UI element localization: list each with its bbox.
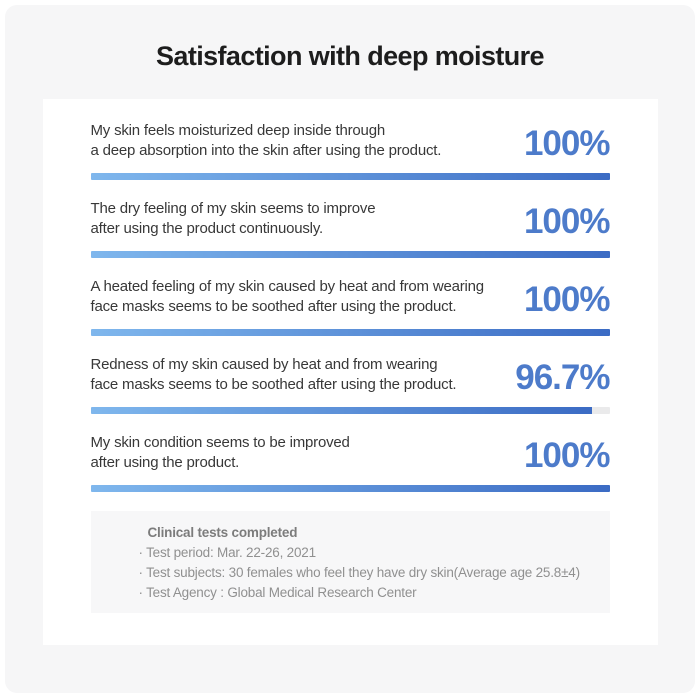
statement-text: My skin feels moisturized deep inside th… <box>91 121 442 161</box>
clinical-note-test-period: · Test period: Mar. 22-26, 2021 <box>138 545 317 560</box>
statement-line2: face masks seems to be soothed after usi… <box>90 376 457 393</box>
clinical-note-test-agency: · Test Agency : Global Medical Research … <box>138 585 417 600</box>
clinical-notes-box: Clinical tests completed · Test period: … <box>90 511 610 613</box>
progress-bar-fill <box>90 173 610 180</box>
percent-value: 100% <box>523 280 611 319</box>
progress-bar-fill <box>90 251 610 258</box>
statement-line1: A heated feeling of my skin caused by he… <box>90 278 485 295</box>
percent-value: 96.7% <box>515 358 610 397</box>
statement-line1: Redness of my skin caused by heat and fr… <box>90 356 438 373</box>
statement-line2: after using the product continuously. <box>90 220 324 237</box>
statement-line2: after using the product. <box>90 454 240 471</box>
statement-line2: a deep absorption into the skin after us… <box>90 142 442 159</box>
page-title: Satisfaction with deep moisture <box>156 41 545 71</box>
percent-value: 100% <box>523 124 611 163</box>
statement-text: The dry feeling of my skin seems to impr… <box>91 199 376 239</box>
stat-row: The dry feeling of my skin seems to impr… <box>90 199 611 258</box>
statement-line1: My skin condition seems to be improved <box>90 434 350 451</box>
progress-bar-track <box>90 251 610 258</box>
statement-text: My skin condition seems to be improved a… <box>91 433 350 473</box>
clinical-notes-heading: Clinical tests completed <box>147 525 298 540</box>
statement-text: Redness of my skin caused by heat and fr… <box>91 355 457 395</box>
stat-row: My skin feels moisturized deep inside th… <box>90 121 611 180</box>
stat-row: Redness of my skin caused by heat and fr… <box>90 355 611 414</box>
progress-bar-track <box>90 329 610 336</box>
progress-bar-track <box>90 407 610 414</box>
percent-value: 100% <box>523 436 611 475</box>
stat-row: My skin condition seems to be improved a… <box>90 433 611 492</box>
statement-line2: face masks seems to be soothed after usi… <box>90 298 457 315</box>
statement-text: A heated feeling of my skin caused by he… <box>90 277 485 317</box>
statement-line1: The dry feeling of my skin seems to impr… <box>90 200 376 217</box>
progress-bar-fill <box>90 485 610 492</box>
percent-value: 100% <box>523 202 611 241</box>
satisfaction-card: My skin feels moisturized deep inside th… <box>42 99 658 645</box>
progress-bar-track <box>90 173 610 180</box>
clinical-note-test-subjects: · Test subjects: 30 females who feel the… <box>138 565 581 580</box>
progress-bar-fill <box>90 407 593 414</box>
progress-bar-fill <box>90 329 610 336</box>
progress-bar-track <box>90 485 610 492</box>
statement-line1: My skin feels moisturized deep inside th… <box>90 122 386 139</box>
stat-row: A heated feeling of my skin caused by he… <box>90 277 611 336</box>
background-panel: Satisfaction with deep moisture My skin … <box>5 5 695 693</box>
